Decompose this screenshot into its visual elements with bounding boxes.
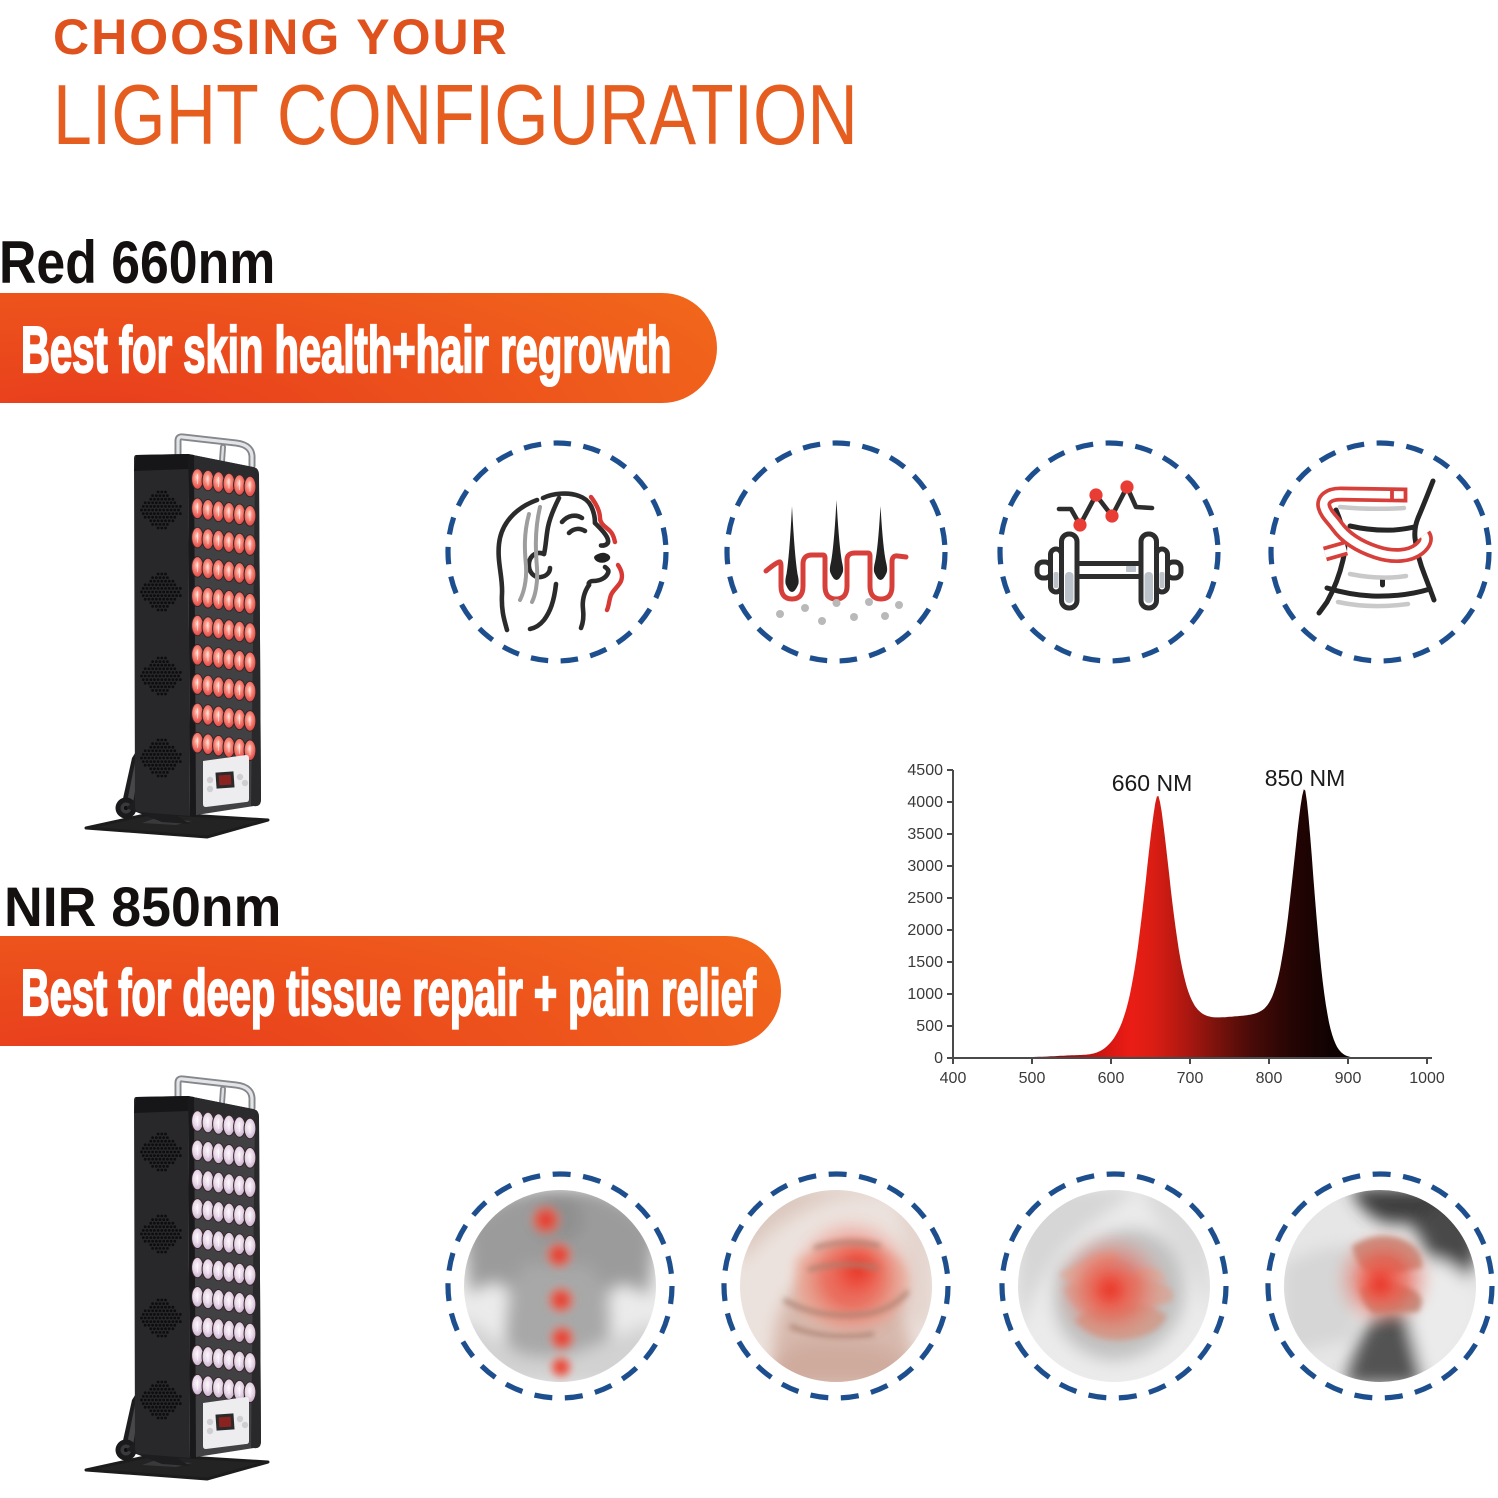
svg-text:2000: 2000 <box>907 922 943 939</box>
svg-text:3000: 3000 <box>907 858 943 875</box>
svg-text:850 NM: 850 NM <box>1265 765 1346 791</box>
svg-text:500: 500 <box>1019 1070 1046 1086</box>
svg-text:400: 400 <box>940 1070 967 1086</box>
svg-text:900: 900 <box>1335 1070 1362 1086</box>
svg-text:4500: 4500 <box>907 762 943 779</box>
svg-text:2500: 2500 <box>907 890 943 907</box>
svg-text:1500: 1500 <box>907 954 943 971</box>
svg-text:0: 0 <box>934 1050 943 1067</box>
svg-text:700: 700 <box>1177 1070 1204 1086</box>
svg-text:600: 600 <box>1098 1070 1125 1086</box>
svg-text:1000: 1000 <box>1409 1070 1445 1086</box>
svg-text:1000: 1000 <box>907 986 943 1003</box>
svg-text:660 NM: 660 NM <box>1112 770 1193 796</box>
svg-text:500: 500 <box>916 1018 943 1035</box>
svg-text:3500: 3500 <box>907 826 943 843</box>
svg-text:800: 800 <box>1256 1070 1283 1086</box>
svg-text:4000: 4000 <box>907 794 943 811</box>
